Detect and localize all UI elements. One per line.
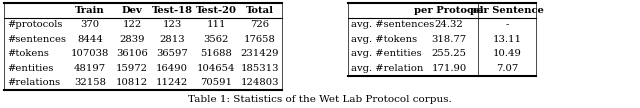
Text: 318.77: 318.77 [431,35,467,44]
Text: 122: 122 [122,20,141,29]
Bar [4,3,282,90]
Text: 36106: 36106 [116,49,148,58]
Text: 185313: 185313 [241,64,279,73]
Text: 107038: 107038 [71,49,109,58]
Text: 2813: 2813 [159,35,185,44]
Text: 8444: 8444 [77,35,103,44]
Text: #entities: #entities [7,64,53,73]
Text: 17658: 17658 [244,35,276,44]
Text: #sentences: #sentences [7,35,66,44]
Text: #protocols: #protocols [7,20,62,29]
Bar [348,3,536,75]
Text: Total: Total [246,6,274,15]
Text: 255.25: 255.25 [431,49,467,58]
Text: avg. #entities: avg. #entities [351,49,422,58]
Text: Train: Train [75,6,105,15]
Text: avg. #sentences: avg. #sentences [351,20,435,29]
Text: #tokens: #tokens [7,49,49,58]
Text: 171.90: 171.90 [431,64,467,73]
Text: 370: 370 [81,20,100,29]
Text: per Sentence: per Sentence [470,6,544,15]
Text: 32158: 32158 [74,78,106,87]
Text: avg. #relation: avg. #relation [351,64,424,73]
Text: 70591: 70591 [200,78,232,87]
Text: avg. #tokens: avg. #tokens [351,35,417,44]
Text: 3562: 3562 [204,35,228,44]
Text: 13.11: 13.11 [493,35,522,44]
Text: 15972: 15972 [116,64,148,73]
Text: 16490: 16490 [156,64,188,73]
Text: 7.07: 7.07 [496,64,518,73]
Text: per Protocol: per Protocol [414,6,484,15]
Text: 51688: 51688 [200,49,232,58]
Text: -: - [506,20,509,29]
Text: Test-18: Test-18 [152,6,193,15]
Text: 10812: 10812 [116,78,148,87]
Text: 48197: 48197 [74,64,106,73]
Text: Test-20: Test-20 [195,6,237,15]
Text: 124803: 124803 [241,78,279,87]
Text: 111: 111 [206,20,226,29]
Text: 24.32: 24.32 [435,20,463,29]
Text: #relations: #relations [7,78,60,87]
Text: 36597: 36597 [156,49,188,58]
Text: 11242: 11242 [156,78,188,87]
Text: 104654: 104654 [196,64,236,73]
Text: Dev: Dev [122,6,142,15]
Text: 123: 123 [163,20,182,29]
Text: 2839: 2839 [119,35,145,44]
Text: 231429: 231429 [241,49,279,58]
Text: Table 1: Statistics of the Wet Lab Protocol corpus.: Table 1: Statistics of the Wet Lab Proto… [188,95,452,105]
Text: 10.49: 10.49 [493,49,522,58]
Text: 726: 726 [250,20,269,29]
